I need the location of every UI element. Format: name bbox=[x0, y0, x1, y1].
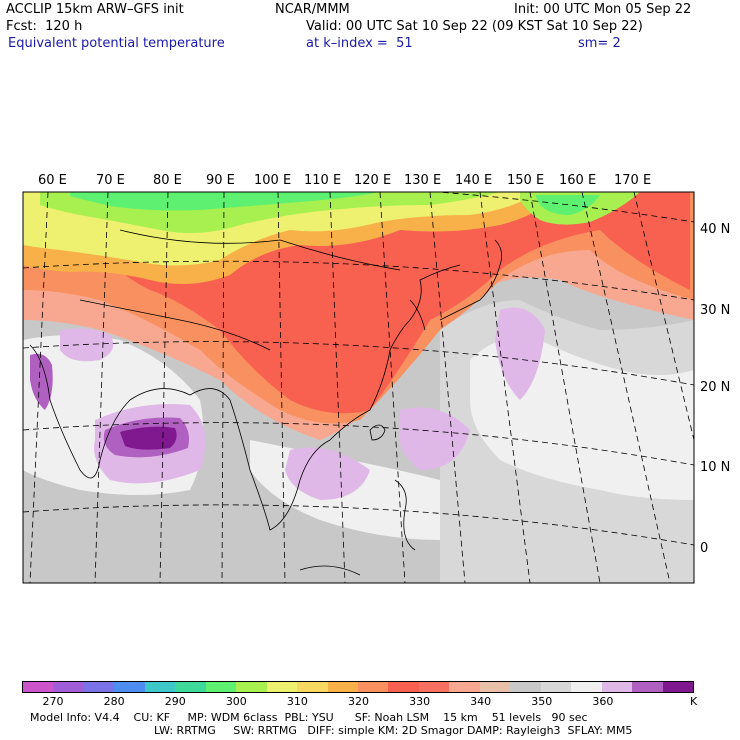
colorbar-swatch bbox=[23, 682, 54, 692]
init-time: Init: 00 UTC Mon 05 Sep 22 bbox=[514, 2, 692, 17]
colorbar-label: 330 bbox=[409, 695, 431, 708]
valid-time: Valid: 00 UTC Sat 10 Sep 22 (09 KST Sat … bbox=[306, 19, 643, 34]
colorbar-swatch bbox=[297, 682, 328, 692]
lon-label: 90 E bbox=[206, 173, 235, 188]
colorbar-swatch bbox=[601, 682, 633, 692]
colorbar-label: 290 bbox=[164, 695, 186, 708]
colorbar-swatch bbox=[327, 682, 358, 692]
model-info-line2: LW: RRTMG SW: RRTMG DIFF: simple KM: 2D … bbox=[154, 724, 633, 737]
lat-label: 30 N bbox=[700, 303, 731, 318]
lat-label: 40 N bbox=[700, 222, 731, 237]
model-info-line1: Model Info: V4.4 CU: KF MP: WDM 6class P… bbox=[30, 711, 588, 724]
lon-label: 120 E bbox=[354, 173, 392, 188]
colorbar-swatch bbox=[236, 682, 267, 692]
colorbar-label: 300 bbox=[225, 695, 247, 708]
colorbar-swatch bbox=[418, 682, 450, 692]
colorbar-swatch bbox=[205, 682, 237, 692]
colorbar-swatch bbox=[357, 682, 389, 692]
colorbar-label: K bbox=[690, 695, 698, 708]
forecast-hour: Fcst: 120 h bbox=[6, 19, 83, 34]
colorbar-swatch bbox=[479, 682, 511, 692]
colorbar-label: 310 bbox=[286, 695, 308, 708]
colorbar-swatch bbox=[388, 682, 419, 692]
colorbar-label: 360 bbox=[592, 695, 614, 708]
colorbar-swatch bbox=[175, 682, 206, 692]
colorbar-swatch bbox=[83, 682, 115, 692]
colorbar-swatch bbox=[632, 682, 663, 692]
colorbar-swatch bbox=[662, 682, 693, 692]
lon-label: 80 E bbox=[153, 173, 182, 188]
colorbar-label: 350 bbox=[531, 695, 553, 708]
lon-label: 110 E bbox=[304, 173, 342, 188]
lon-label: 170 E bbox=[614, 173, 652, 188]
colorbar-swatch bbox=[571, 682, 602, 692]
colorbar-label: 270 bbox=[42, 695, 64, 708]
lat-label: 10 N bbox=[700, 460, 731, 475]
smoothing-info: sm= 2 bbox=[578, 36, 621, 51]
colorbar-label: 280 bbox=[103, 695, 125, 708]
lon-label: 150 E bbox=[507, 173, 545, 188]
colorbar-swatch bbox=[144, 682, 176, 692]
lat-label: 20 N bbox=[700, 380, 731, 395]
lat-label: 0 bbox=[700, 541, 709, 556]
lon-label: 140 E bbox=[455, 173, 493, 188]
lon-label: 70 E bbox=[96, 173, 125, 188]
colorbar-swatch bbox=[114, 682, 145, 692]
colorbar-swatch bbox=[266, 682, 298, 692]
colorbar-swatch bbox=[510, 682, 541, 692]
lon-label: 100 E bbox=[254, 173, 292, 188]
level-info: at k–index = 51 bbox=[306, 36, 413, 51]
lon-label: 130 E bbox=[404, 173, 442, 188]
colorbar-swatch bbox=[449, 682, 480, 692]
colorbar-label: 320 bbox=[348, 695, 369, 708]
colorbar bbox=[22, 681, 694, 693]
field-name: Equivalent potential temperature bbox=[8, 36, 225, 51]
colorbar-swatch bbox=[540, 682, 572, 692]
colorbar-label: 340 bbox=[470, 695, 492, 708]
lon-label: 60 E bbox=[38, 173, 67, 188]
lon-label: 160 E bbox=[559, 173, 597, 188]
model-title: ACCLIP 15km ARW–GFS init bbox=[6, 2, 184, 17]
center-label: NCAR/MMM bbox=[275, 2, 350, 17]
colorbar-swatch bbox=[53, 682, 84, 692]
